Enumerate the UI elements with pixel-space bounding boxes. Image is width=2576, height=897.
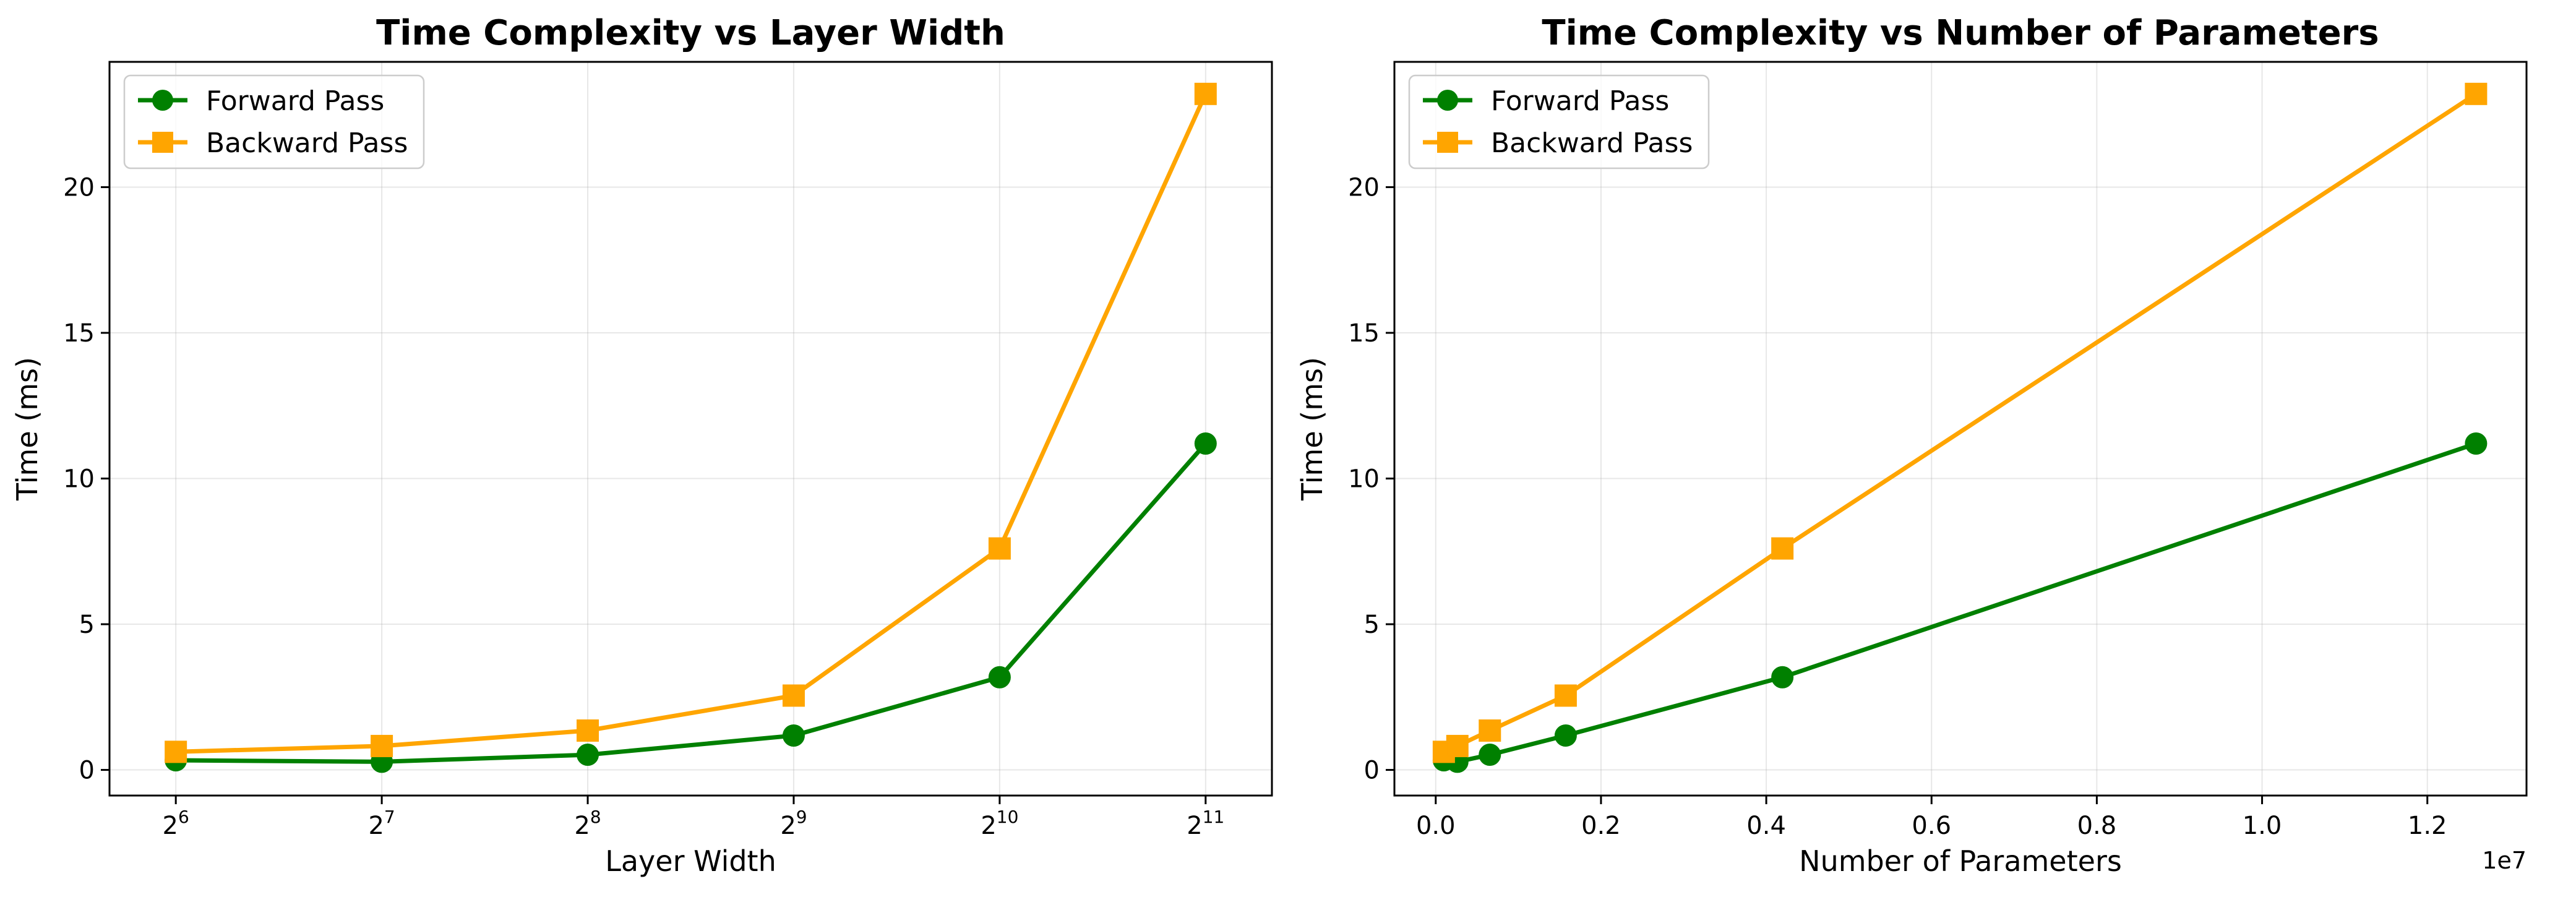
data-point-backward	[165, 740, 187, 763]
data-point-forward	[1194, 432, 1217, 455]
series-line-backward	[173, 91, 1209, 754]
legend-marker-square	[1437, 132, 1458, 153]
legend-label: Backward Pass	[1491, 127, 1693, 159]
x-tick-exponent: 7	[384, 807, 395, 827]
y-tick-label: 20	[63, 174, 95, 202]
y-tick-label: 0	[79, 757, 95, 785]
x-tick-exponent: 9	[796, 807, 807, 827]
y-axis-label: Time (ms)	[11, 357, 44, 501]
x-tick-base: 2	[368, 812, 384, 840]
chart-title: Time Complexity vs Number of Parameters	[1542, 13, 2379, 53]
y-tick-label: 15	[1348, 319, 1380, 348]
data-point-forward	[1554, 724, 1577, 747]
plot-frame	[108, 61, 1273, 797]
x-tick-exponent: 6	[178, 807, 189, 827]
y-tick-label: 20	[1348, 174, 1380, 202]
data-point-forward	[2465, 432, 2488, 455]
x-tick-exponent: 10	[997, 807, 1019, 827]
y-tick-label: 0	[1364, 757, 1380, 785]
x-tick-label: 29	[780, 807, 807, 840]
x-tick-base: 2	[1187, 812, 1202, 840]
legend: Forward Pass Backward Pass	[1408, 74, 1710, 170]
y-tick-label: 10	[1348, 465, 1380, 494]
x-tick-label: 1.2	[2408, 812, 2447, 840]
legend-entry-backward: Backward Pass	[138, 127, 408, 159]
series-backward	[1432, 82, 2488, 763]
x-tick-base: 2	[574, 812, 590, 840]
data-point-backward	[782, 684, 805, 707]
x-tick-label: 26	[163, 807, 189, 840]
chart-panel-2: 0.0 0.2 0.4 0.6 0.8 1.0 1.2 0 5 10 15 20 Time Comple…	[1295, 13, 2528, 878]
data-point-forward	[1771, 666, 1794, 689]
data-point-backward	[1479, 719, 1501, 742]
x-tick-label: 0.0	[1416, 812, 1456, 840]
x-tick-label: 0.6	[1912, 812, 1951, 840]
x-axis-ticks: 0.0 0.2 0.4 0.6 0.8 1.0 1.2	[1416, 796, 2447, 840]
series-forward	[1432, 432, 2488, 773]
legend-entry-forward: Forward Pass	[138, 85, 384, 117]
plot-frame	[1393, 61, 2528, 797]
y-axis-label: Time (ms)	[1295, 357, 1329, 501]
data-point-forward	[782, 724, 805, 747]
data-point-backward	[2465, 82, 2488, 105]
series-forward	[165, 432, 1217, 773]
legend-marker-square	[152, 132, 173, 153]
y-axis-ticks: 0 5 10 15 20	[63, 174, 109, 785]
x-tick-label: 27	[368, 807, 395, 840]
legend-box	[1408, 74, 1710, 170]
data-point-backward	[577, 719, 599, 742]
data-point-backward	[1771, 537, 1794, 560]
x-tick-label: 0.2	[1581, 812, 1621, 840]
chart-title: Time Complexity vs Layer Width	[376, 13, 1005, 53]
data-point-forward	[988, 666, 1011, 689]
y-tick-label: 15	[63, 319, 95, 348]
legend-label: Backward Pass	[206, 127, 408, 159]
x-tick-exponent: 8	[590, 807, 601, 827]
x-axis-label: Number of Parameters	[1799, 844, 2122, 878]
data-point-backward	[1554, 684, 1577, 707]
legend-label: Forward Pass	[206, 85, 384, 117]
x-tick-base: 2	[981, 812, 996, 840]
series-line-forward	[173, 440, 1209, 764]
legend-label: Forward Pass	[1491, 85, 1669, 117]
x-axis-ticks: 26 27 28 29 210 211	[163, 796, 1224, 840]
data-point-backward	[371, 734, 393, 757]
x-tick-label: 28	[574, 807, 601, 840]
legend-entry-backward: Backward Pass	[1423, 127, 1693, 159]
x-tick-label: 1.0	[2243, 812, 2282, 840]
series-line-forward	[1441, 440, 2479, 764]
grid	[109, 62, 1272, 796]
series-line-backward	[1441, 90, 2479, 755]
x-axis-offset-label: 1e7	[2482, 847, 2527, 874]
y-tick-label: 10	[63, 465, 95, 494]
y-axis-ticks: 0 5 10 15 20	[1348, 174, 1394, 785]
legend-marker-circle	[1437, 90, 1458, 111]
x-tick-label: 0.8	[2077, 812, 2117, 840]
x-tick-label: 210	[981, 807, 1018, 840]
x-tick-label: 211	[1187, 807, 1224, 840]
data-point-backward	[988, 537, 1011, 560]
y-tick-label: 5	[1364, 611, 1380, 639]
x-tick-exponent: 11	[1203, 807, 1225, 827]
data-point-backward	[1446, 734, 1469, 757]
data-point-forward	[1479, 744, 1501, 766]
x-tick-label: 0.4	[1746, 812, 1786, 840]
y-tick-label: 5	[79, 611, 95, 639]
data-point-forward	[577, 744, 599, 766]
x-tick-base: 2	[163, 812, 178, 840]
x-tick-base: 2	[780, 812, 796, 840]
x-axis-label: Layer Width	[605, 844, 776, 878]
grid	[1394, 62, 2527, 796]
legend-box	[123, 74, 425, 170]
legend-marker-circle	[152, 90, 173, 111]
series-backward	[165, 82, 1217, 763]
legend-entry-forward: Forward Pass	[1423, 85, 1669, 117]
legend: Forward Pass Backward Pass	[123, 74, 425, 170]
data-point-backward	[1194, 82, 1217, 105]
